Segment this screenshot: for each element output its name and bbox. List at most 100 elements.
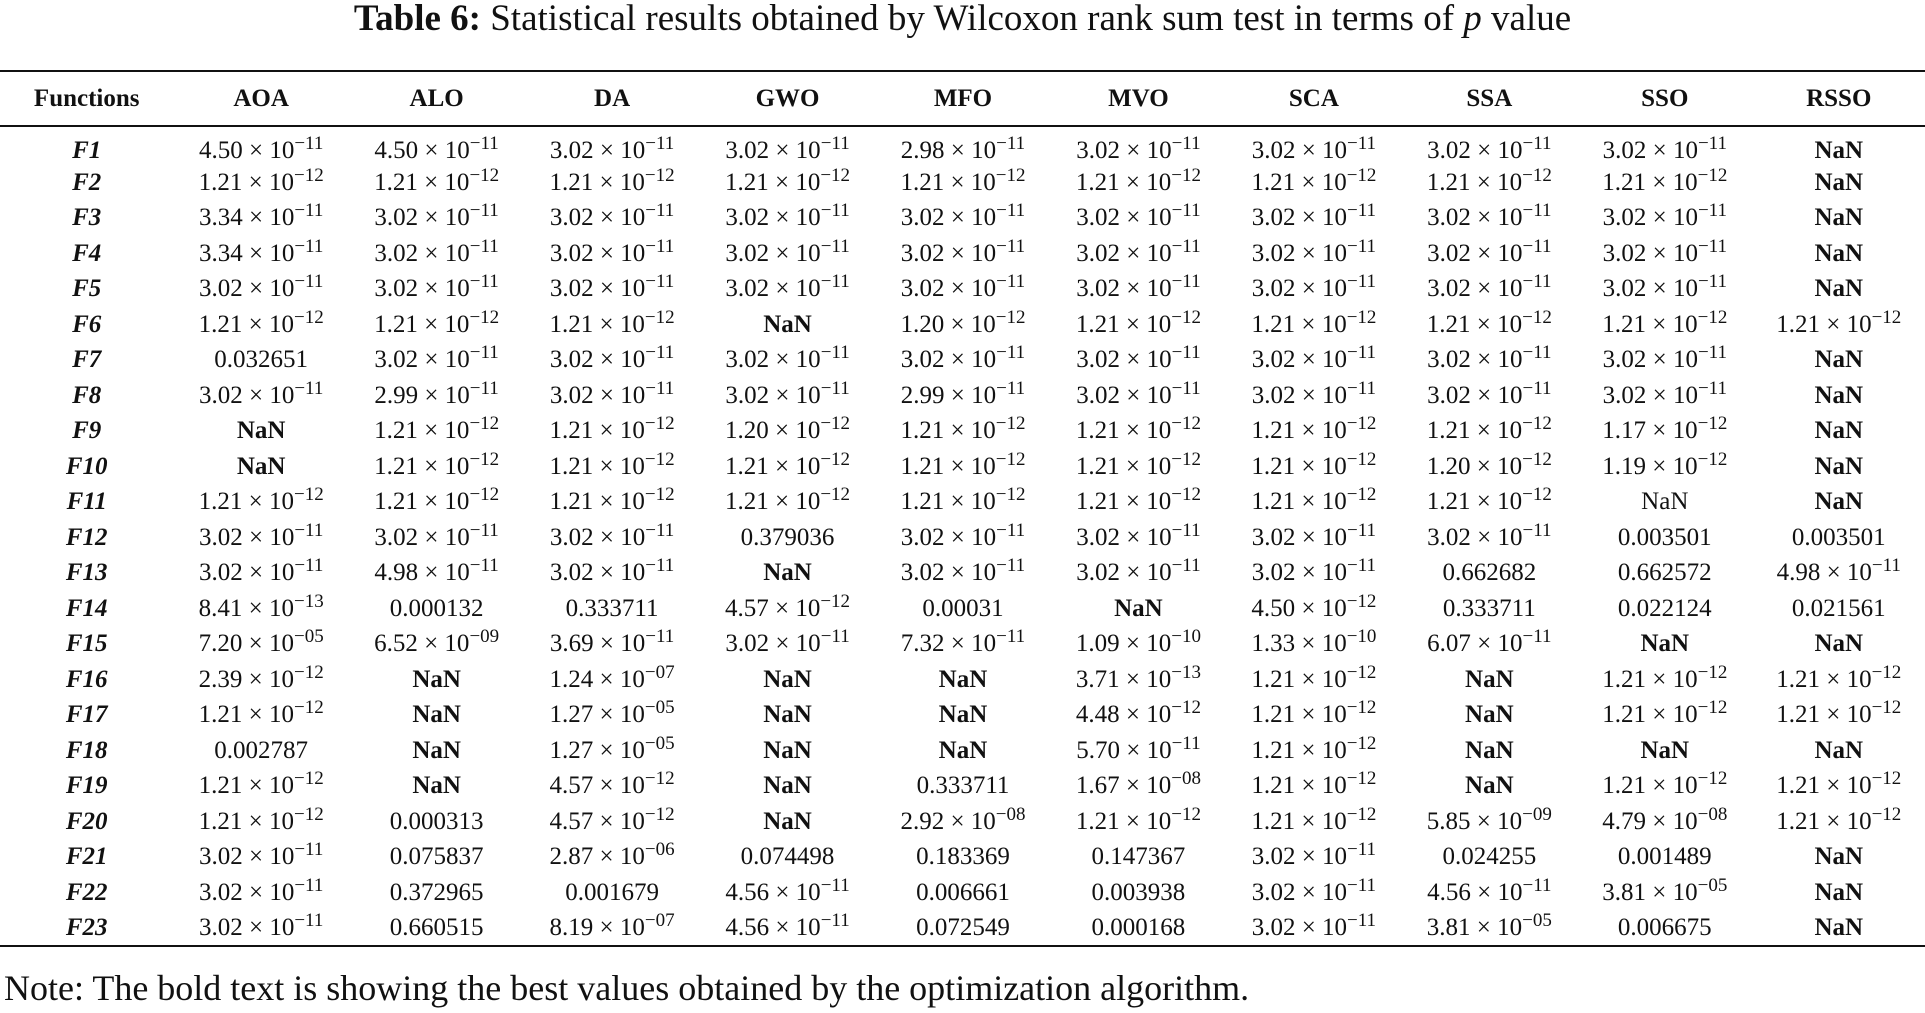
sci-value: 3.02 × 10−11 xyxy=(1076,235,1201,267)
p-value-cell: 5.70 × 10−11 xyxy=(1051,733,1226,769)
sci-value: 4.56 × 10−11 xyxy=(725,909,850,941)
p-value-cell: 0.022124 xyxy=(1617,594,1712,622)
exponent: −12 xyxy=(469,448,500,470)
exponent: −11 xyxy=(820,909,850,931)
exponent: −12 xyxy=(1697,768,1728,790)
table-row: F17 1.21 × 10−12 NaN 1.27 × 10−05 NaN NaN 4.48… xyxy=(0,698,1925,734)
exponent: −11 xyxy=(469,342,499,364)
sci-value: 1.21 × 10−12 xyxy=(1776,306,1902,338)
sci-value: 1.27 × 10−05 xyxy=(549,697,675,729)
exponent: −12 xyxy=(293,803,324,825)
p-value-cell: 4.56 × 10−11 xyxy=(700,911,875,947)
table-row: F12 3.02 × 10−11 3.02 × 10−11 3.02 × 10−11 0… xyxy=(0,520,1925,556)
p-value-cell: 3.02 × 10−11 xyxy=(524,520,699,556)
p-value-cell: 1.21 × 10−12 xyxy=(1051,485,1226,521)
sci-value: 4.48 × 10−12 xyxy=(1075,697,1201,729)
p-value-cell: 0.032651 xyxy=(214,346,309,374)
p-value-cell: 4.57 × 10−12 xyxy=(524,804,699,840)
sci-value: 3.02 × 10−11 xyxy=(549,133,675,164)
exponent: −11 xyxy=(1697,235,1727,257)
exponent: −12 xyxy=(644,448,675,470)
sci-value: 1.21 × 10−12 xyxy=(1075,803,1201,835)
exponent: −12 xyxy=(1346,413,1377,435)
exponent: −11 xyxy=(1347,839,1377,861)
sci-value: 3.02 × 10−11 xyxy=(725,342,850,374)
sci-value: 3.02 × 10−11 xyxy=(900,555,1026,587)
p-value-cell: 0.021561 xyxy=(1791,594,1886,622)
p-value-cell: NaN xyxy=(1814,346,1864,374)
p-value-cell: 0.660515 xyxy=(389,913,484,941)
p-value-cell: 1.21 × 10−12 xyxy=(1226,733,1401,769)
exponent: −11 xyxy=(1347,519,1377,541)
p-value-cell: 1.21 × 10−12 xyxy=(1051,804,1226,840)
p-value-cell: 0.662572 xyxy=(1617,559,1712,587)
p-value-cell: 2.87 × 10−06 xyxy=(524,840,699,876)
exponent: −11 xyxy=(1522,235,1552,257)
exponent: −11 xyxy=(294,200,324,222)
exponent: −11 xyxy=(645,377,675,399)
sci-value: 3.02 × 10−11 xyxy=(374,271,499,303)
p-value-cell: 1.21 × 10−12 xyxy=(1226,485,1401,521)
exponent: −11 xyxy=(1347,342,1377,364)
sci-value: 3.02 × 10−11 xyxy=(549,235,675,267)
p-value-cell: 1.21 × 10−12 xyxy=(1753,662,1925,698)
exponent: −08 xyxy=(1171,768,1201,790)
p-value-cell: 1.21 × 10−12 xyxy=(700,485,875,521)
exponent: −12 xyxy=(293,661,324,683)
p-value-cell: 4.79 × 10−08 xyxy=(1577,804,1752,840)
function-name-cell: F11 xyxy=(66,488,107,516)
header-functions: Functions xyxy=(33,84,140,112)
p-value-cell: 3.69 × 10−11 xyxy=(524,627,699,663)
sci-value: 3.02 × 10−11 xyxy=(1076,519,1201,551)
sci-value: 3.02 × 10−11 xyxy=(198,555,324,587)
p-value-cell: 2.98 × 10−11 xyxy=(875,126,1050,165)
sci-value: 1.21 × 10−12 xyxy=(724,164,851,196)
function-name-cell: F20 xyxy=(65,807,108,835)
function-name-cell: F10 xyxy=(65,452,108,480)
p-value-cell: 1.21 × 10−12 xyxy=(1226,804,1401,840)
p-value-cell: 1.21 × 10−12 xyxy=(349,449,524,485)
p-value-cell: 1.33 × 10−10 xyxy=(1226,627,1401,663)
p-value-cell: 0.333711 xyxy=(916,772,1010,800)
p-value-cell: 3.02 × 10−11 xyxy=(1402,378,1577,414)
p-value-cell: 0.379036 xyxy=(740,523,835,551)
p-value-cell: 8.41 × 10−13 xyxy=(173,591,348,627)
exponent: −11 xyxy=(1697,271,1727,293)
sci-value: 4.50 × 10−12 xyxy=(1251,590,1377,622)
sci-value: 3.02 × 10−11 xyxy=(725,377,850,409)
p-value-cell: 4.57 × 10−12 xyxy=(524,769,699,805)
sci-value: 1.21 × 10−12 xyxy=(1776,803,1902,835)
exponent: −05 xyxy=(644,732,675,754)
p-value-cell: 3.02 × 10−11 xyxy=(524,201,699,237)
exponent: −11 xyxy=(1347,874,1377,896)
exponent: −11 xyxy=(1171,342,1201,364)
sci-value: 3.02 × 10−11 xyxy=(900,200,1026,232)
p-value-cell: 7.20 × 10−05 xyxy=(173,627,348,663)
exponent: −11 xyxy=(1522,377,1552,399)
sci-value: 3.02 × 10−11 xyxy=(1251,874,1377,906)
sci-value: 3.02 × 10−11 xyxy=(1602,377,1727,409)
p-value-cell: 0.003938 xyxy=(1091,878,1186,906)
exponent: −12 xyxy=(1697,413,1728,435)
p-value-cell: 3.02 × 10−11 xyxy=(1402,201,1577,237)
p-value-cell: NaN xyxy=(1814,417,1864,445)
exponent: −12 xyxy=(1171,697,1201,719)
caption-text: Statistical results obtained by Wilcoxon… xyxy=(490,0,1455,39)
sci-value: 1.21 × 10−12 xyxy=(1426,484,1552,516)
sci-value: 3.02 × 10−11 xyxy=(1251,342,1377,374)
exponent: −11 xyxy=(1522,519,1552,541)
exponent: −12 xyxy=(1522,484,1552,506)
exponent: −11 xyxy=(820,271,850,293)
sci-value: 1.21 × 10−12 xyxy=(1251,448,1377,480)
sci-value: 3.02 × 10−11 xyxy=(725,200,850,232)
p-value-cell: 0.003501 xyxy=(1791,523,1886,551)
sci-value: 1.21 × 10−12 xyxy=(1602,768,1728,800)
sci-value: 3.02 × 10−11 xyxy=(198,519,324,551)
sci-value: 3.02 × 10−11 xyxy=(725,133,850,164)
exponent: −11 xyxy=(1171,519,1201,541)
p-value-cell: NaN xyxy=(938,665,988,693)
table-row: F11 1.21 × 10−12 1.21 × 10−12 1.21 × 10−12 1… xyxy=(0,485,1925,521)
function-name-cell: F9 xyxy=(72,417,102,445)
exponent: −07 xyxy=(644,661,675,683)
exponent: −12 xyxy=(1171,413,1201,435)
